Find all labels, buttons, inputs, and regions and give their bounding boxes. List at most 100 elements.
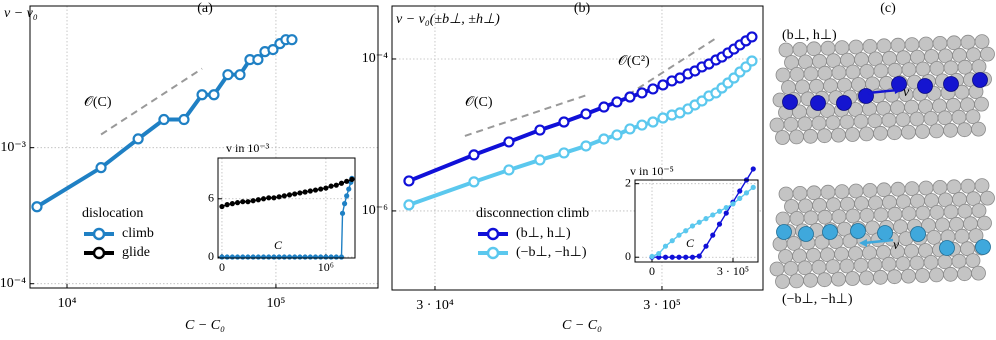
atom [929,123,944,139]
atom [848,183,864,199]
atom [876,182,892,198]
data-point [208,89,220,101]
data-point [95,162,107,174]
guide-label: 𝒪(C) [84,95,112,110]
data-point [750,166,756,172]
x-tick-label: 0 [649,264,655,278]
atom [971,265,986,281]
atom [820,184,836,200]
data-point [234,69,246,81]
data-point [710,232,716,238]
data-point [132,133,144,145]
data-point [267,43,279,56]
x-tick-label: 3 · 10⁵ [717,264,749,278]
legend-label: glide [122,245,150,260]
data-point [281,193,287,199]
legend-label: (b⊥, h⊥) [516,226,571,241]
arrow-label: v [893,238,900,253]
data-point [224,202,230,208]
atom [887,125,902,141]
data-point [669,254,675,260]
data-point [656,250,662,257]
atom [971,59,987,74]
atom [960,178,976,194]
data-point [503,164,515,176]
data-point [271,254,277,260]
data-point [252,54,264,66]
data-point [323,185,329,191]
data-point [534,154,546,166]
data-point [302,189,308,195]
data-point [689,254,696,260]
atom [778,186,794,202]
data-point [158,113,170,126]
data-point [196,89,208,101]
atom [769,117,785,133]
atom [901,62,917,77]
arrow [863,238,894,245]
data-point [710,212,716,218]
data-point [328,183,334,189]
data-point [647,83,659,95]
data-point [676,254,682,260]
data-point [344,178,350,184]
data-point [683,254,689,260]
atom [929,267,944,283]
data-point [302,254,308,260]
atom [848,39,864,55]
y-tick-label: 10⁻⁶ [362,203,388,218]
data-point [271,195,277,201]
data-point [598,101,610,113]
data-point [292,191,298,197]
data-point [234,200,241,206]
data-point [649,253,655,260]
atom [971,121,986,137]
atom [909,111,925,127]
atom [943,204,959,220]
atom [839,114,855,130]
atom [789,67,805,82]
legend-marker [92,227,106,241]
atom [831,127,846,143]
defect-atom [877,225,893,241]
guide-label: 𝒪(C) [465,95,493,110]
inset-frame [634,179,759,263]
y-axis-label: v − v₀(±b⊥, ±h⊥) [396,12,500,27]
inset-title: v in 10⁻⁵ [630,164,674,178]
defect-atom [972,72,988,88]
data-point [657,112,669,124]
data-point [255,254,261,260]
panel-title: (a) [197,1,213,16]
atom [965,109,981,124]
atom-label: (b⊥, h⊥) [782,28,837,43]
data-point [737,195,743,201]
data-point [297,254,303,260]
atom [797,116,813,132]
atom [806,185,822,201]
atom [859,126,874,142]
atom [876,38,892,54]
legend-title: disconnection climb [476,206,589,221]
atom [792,42,808,57]
atom [803,66,819,82]
atom [845,271,860,286]
legend-marker [92,246,106,260]
data-point [339,210,346,216]
atom [803,210,819,226]
atom [845,208,861,224]
atom [806,41,822,57]
x-axis-label: C − C₀ [185,318,225,333]
data-point [323,254,329,260]
data-point [403,175,415,187]
atom [789,210,805,226]
atom [890,181,906,197]
atom [943,60,959,76]
data-point [689,223,696,229]
data-point [312,187,319,193]
defect-atom [822,224,838,240]
atom [817,128,832,144]
atom [775,130,790,145]
defect-atom [836,95,852,111]
atom [834,40,850,55]
data-point [31,201,43,213]
